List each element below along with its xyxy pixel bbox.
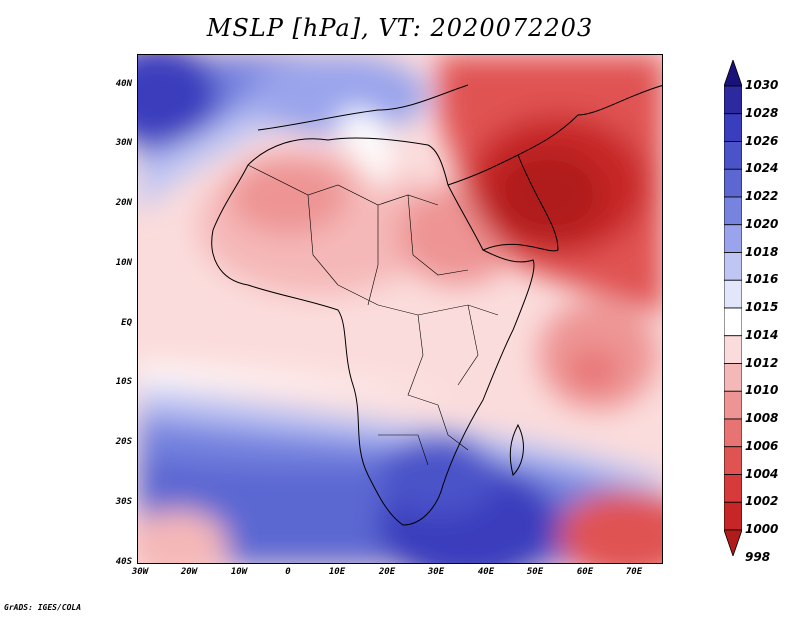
colorbar-segment	[724, 474, 742, 503]
colorbar-label: 1012	[745, 355, 779, 370]
lon-label: 30W	[131, 567, 149, 577]
credit-text: GrADS: IGES/COLA	[4, 603, 82, 612]
colorbar-label: 998	[745, 549, 771, 564]
colorbar-label: 1028	[745, 105, 779, 120]
colorbar-segment	[724, 168, 742, 198]
lat-label: 40N	[115, 79, 132, 89]
lon-label: 50E	[526, 567, 544, 577]
colorbar-segment	[724, 335, 742, 364]
colorbar-label: 1024	[745, 161, 779, 176]
colorbar-label: 1026	[745, 133, 779, 148]
lat-label: 30S	[115, 497, 132, 507]
colorbar-label: 1030	[745, 78, 779, 92]
colorbar-segment	[724, 363, 742, 392]
lon-label: 20E	[378, 567, 396, 577]
colorbar-label: 1016	[745, 272, 779, 287]
colorbar-segment	[724, 252, 742, 281]
lat-label: 40S	[115, 557, 132, 567]
colorbar-segment	[724, 196, 742, 226]
colorbar-label: 1002	[745, 494, 779, 509]
lat-label: EQ	[121, 318, 132, 328]
country-borders	[247, 164, 499, 466]
colorbar	[724, 60, 742, 556]
lat-label: 20S	[115, 437, 132, 447]
lat-label: 30N	[115, 138, 132, 148]
colorbar-label: 1020	[745, 216, 779, 231]
lon-label: 70E	[625, 567, 643, 577]
colorbar-segment	[724, 141, 742, 170]
lat-label: 10S	[115, 377, 132, 387]
lon-label: 20W	[180, 567, 198, 577]
colorbar-segment	[724, 224, 742, 253]
colorbar-label: 1015	[745, 300, 779, 314]
map-panel	[137, 54, 663, 564]
coastline-africa	[211, 84, 662, 526]
map-title: MSLP [hPa], VT: 2020072203	[206, 14, 594, 42]
lon-label: 30E	[427, 567, 445, 577]
lon-label: 10E	[328, 567, 346, 577]
lon-label: 40E	[477, 567, 495, 577]
colorbar-segment	[724, 85, 742, 115]
colorbar-segment	[724, 279, 742, 309]
colorbar-label: 1018	[745, 244, 779, 259]
colorbar-top-triangle	[724, 60, 742, 87]
colorbar-segment	[724, 113, 742, 142]
colorbar-segment	[724, 446, 742, 475]
lat-label: 20N	[115, 198, 132, 208]
pressure-field	[138, 55, 662, 563]
colorbar-label: 1014	[745, 327, 779, 342]
colorbar-bottom-triangle	[724, 529, 742, 556]
lon-label: 10W	[230, 567, 248, 577]
colorbar-label: 1004	[745, 466, 779, 481]
colorbar-label: 1006	[745, 438, 779, 453]
colorbar-label: 1008	[745, 411, 779, 425]
lat-label: 10N	[115, 258, 132, 268]
colorbar-segment	[724, 307, 742, 337]
colorbar-label: 1000	[745, 522, 779, 536]
colorbar-segment	[724, 418, 742, 448]
colorbar-segment	[724, 501, 742, 531]
colorbar-label: 1010	[745, 383, 779, 398]
colorbar-segment	[724, 390, 742, 420]
colorbar-label: 1022	[745, 189, 779, 203]
lon-label: 0	[285, 567, 291, 577]
lon-label: 60E	[576, 567, 594, 577]
